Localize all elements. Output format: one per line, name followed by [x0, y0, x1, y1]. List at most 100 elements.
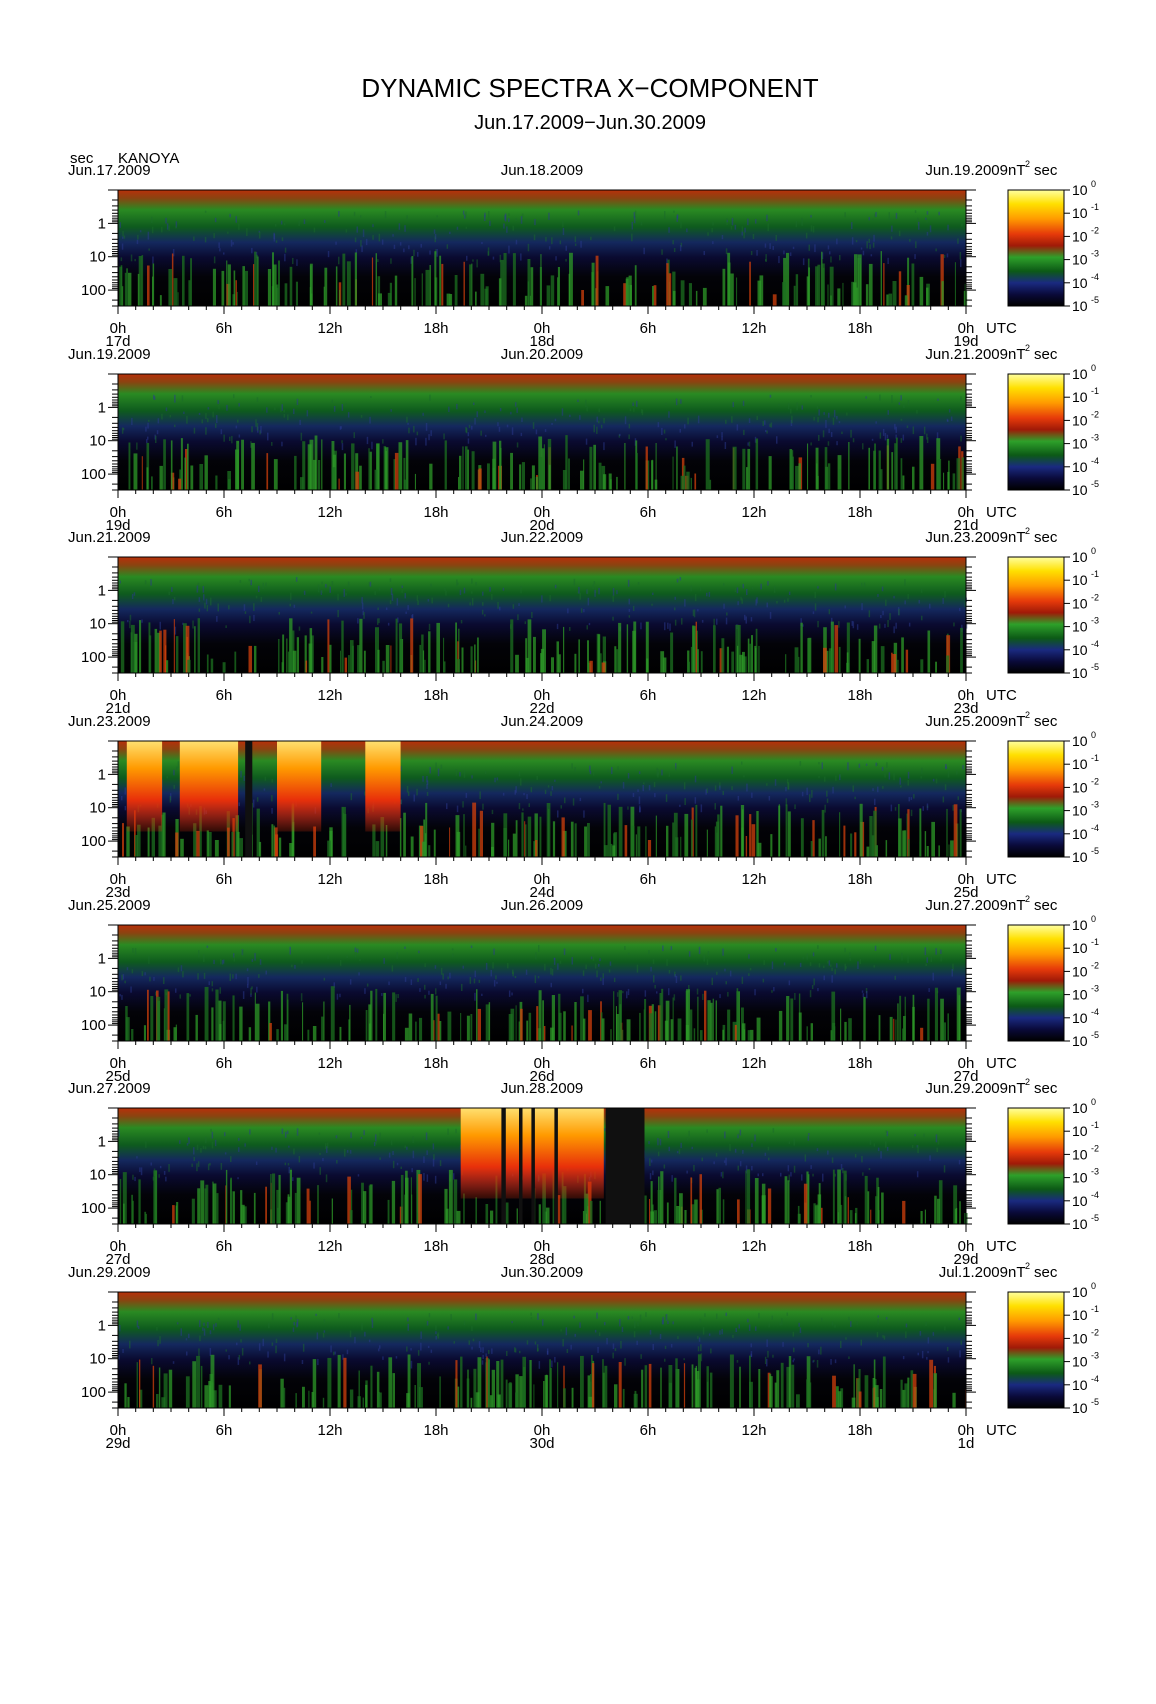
x-tick-label: 6h — [640, 1055, 657, 1072]
colorbar-tick-exp: -5 — [1091, 846, 1099, 856]
storm-event — [179, 741, 239, 832]
colorbar-tick-label: 10 — [1072, 1400, 1088, 1416]
x-tick-label: 12h — [741, 687, 766, 704]
day-label: 30d — [529, 1435, 554, 1452]
colorbar — [1007, 924, 1065, 1042]
colorbar-tick-label: 10 — [1072, 1033, 1088, 1049]
y-tick-label: 100 — [81, 649, 106, 666]
day-label: 25d — [105, 1068, 130, 1085]
y-tick-label: 100 — [81, 282, 106, 299]
colorbar-tick-exp: -3 — [1091, 984, 1099, 994]
colorbar-tick-label: 10 — [1072, 756, 1088, 772]
colorbar-tick-exp: 0 — [1091, 179, 1096, 189]
x-tick-label: 0h — [958, 504, 975, 521]
x-tick-label: 18h — [423, 687, 448, 704]
panel-mid-date: Jun.22.2009 — [501, 529, 584, 546]
colorbar-tick-exp: -1 — [1091, 753, 1099, 763]
x-tick-label: 0h — [534, 1422, 551, 1439]
x-tick-label: 18h — [423, 320, 448, 337]
x-tick-label: 6h — [640, 1422, 657, 1439]
colorbar-tick-exp: -4 — [1091, 1007, 1099, 1017]
colorbar-tick-label: 10 — [1072, 252, 1088, 268]
y-tick-label: 1 — [98, 215, 106, 232]
y-tick-label: 1 — [98, 1133, 106, 1150]
day-label: 28d — [529, 1251, 554, 1268]
panel-mid-date: Jun.18.2009 — [501, 162, 584, 179]
spectrum-panel-6: Jun.27.2009 Jun.28.2009 Jun.29.2009 nT 2 sec1… — [68, 1077, 1099, 1268]
colorbar-tick-label: 10 — [1072, 549, 1088, 565]
colorbar-tick-exp: -2 — [1091, 1327, 1099, 1337]
colorbar-tick-exp: -1 — [1091, 202, 1099, 212]
colorbar-tick-exp: -2 — [1091, 409, 1099, 419]
day-label: 27d — [953, 1068, 978, 1085]
colorbar-tick-exp: 0 — [1091, 730, 1096, 740]
x-tick-label: 18h — [847, 320, 872, 337]
day-label: 1d — [958, 1435, 975, 1452]
station-label: KANOYA — [118, 150, 179, 167]
x-tick-label: 6h — [640, 1238, 657, 1255]
colorbar-tick-exp: -2 — [1091, 592, 1099, 602]
colorbar-tick-label: 10 — [1072, 298, 1088, 314]
spectrum-panel-1: Jun.17.2009 Jun.18.2009 Jun.19.2009 nT 2 sec1… — [68, 159, 1099, 350]
colorbar-tick-label: 10 — [1072, 917, 1088, 933]
x-tick-label: 6h — [216, 1422, 233, 1439]
data-gap — [501, 1108, 506, 1224]
colorbar-tick-exp: -1 — [1091, 1120, 1099, 1130]
colorbar-tick-label: 10 — [1072, 572, 1088, 588]
y-tick-label: 100 — [81, 466, 106, 483]
panel-end-date: Jun.21.2009 — [925, 346, 1008, 363]
colorbar-tick-label: 10 — [1072, 482, 1088, 498]
colorbar-tick-exp: -3 — [1091, 249, 1099, 259]
x-tick-label: 12h — [741, 320, 766, 337]
x-tick-label: 0h — [534, 687, 551, 704]
data-gap — [605, 1108, 645, 1224]
x-tick-label: 18h — [423, 504, 448, 521]
x-tick-label: 0h — [110, 320, 127, 337]
spectrogram-noise — [118, 1128, 961, 1184]
y-unit-label: sec — [70, 150, 94, 167]
x-tick-label: 6h — [216, 320, 233, 337]
colorbar-unit-sup: 2 — [1025, 1077, 1030, 1087]
spectrogram-activity — [128, 435, 964, 490]
x-tick-label: 6h — [216, 1238, 233, 1255]
x-tick-label: 18h — [423, 1422, 448, 1439]
x-unit-label: UTC — [986, 1055, 1017, 1072]
colorbar-unit-sup: 2 — [1025, 159, 1030, 169]
x-unit-label: UTC — [986, 687, 1017, 704]
y-tick-label: 1 — [98, 950, 106, 967]
panel-mid-date: Jun.26.2009 — [501, 897, 584, 914]
colorbar-tick-exp: -2 — [1091, 1143, 1099, 1153]
colorbar-unit-suffix: sec — [1034, 346, 1058, 363]
x-tick-label: 6h — [640, 504, 657, 521]
colorbar-tick-label: 10 — [1072, 963, 1088, 979]
x-tick-label: 12h — [741, 1238, 766, 1255]
x-tick-label: 12h — [741, 871, 766, 888]
spectrogram-noise — [121, 394, 968, 451]
x-tick-label: 18h — [847, 1055, 872, 1072]
panel-end-date: Jun.19.2009 — [925, 162, 1008, 179]
y-tick-label: 10 — [89, 984, 106, 1001]
colorbar-tick-label: 10 — [1072, 779, 1088, 795]
colorbar-tick-exp: -5 — [1091, 662, 1099, 672]
x-tick-label: 6h — [216, 504, 233, 521]
colorbar-tick-exp: -4 — [1091, 639, 1099, 649]
x-tick-label: 12h — [317, 504, 342, 521]
panel-start-date: Jun.17.2009 — [68, 162, 151, 179]
x-tick-label: 6h — [216, 687, 233, 704]
x-tick-label: 6h — [640, 687, 657, 704]
chart-title: DYNAMIC SPECTRA X−COMPONENT — [361, 73, 818, 103]
x-tick-label: 0h — [534, 871, 551, 888]
y-tick-label: 10 — [89, 800, 106, 817]
chart-subtitle: Jun.17.2009−Jun.30.2009 — [474, 112, 706, 134]
x-tick-label: 0h — [110, 1055, 127, 1072]
x-tick-label: 18h — [847, 687, 872, 704]
colorbar-tick-exp: -1 — [1091, 569, 1099, 579]
x-tick-label: 6h — [640, 871, 657, 888]
x-tick-label: 0h — [110, 1238, 127, 1255]
colorbar-tick-label: 10 — [1072, 595, 1088, 611]
x-tick-label: 0h — [534, 320, 551, 337]
colorbar-tick-label: 10 — [1072, 1146, 1088, 1162]
panel-start-date: Jun.29.2009 — [68, 1264, 151, 1281]
colorbar-tick-exp: -3 — [1091, 1167, 1099, 1177]
x-tick-label: 0h — [958, 1422, 975, 1439]
